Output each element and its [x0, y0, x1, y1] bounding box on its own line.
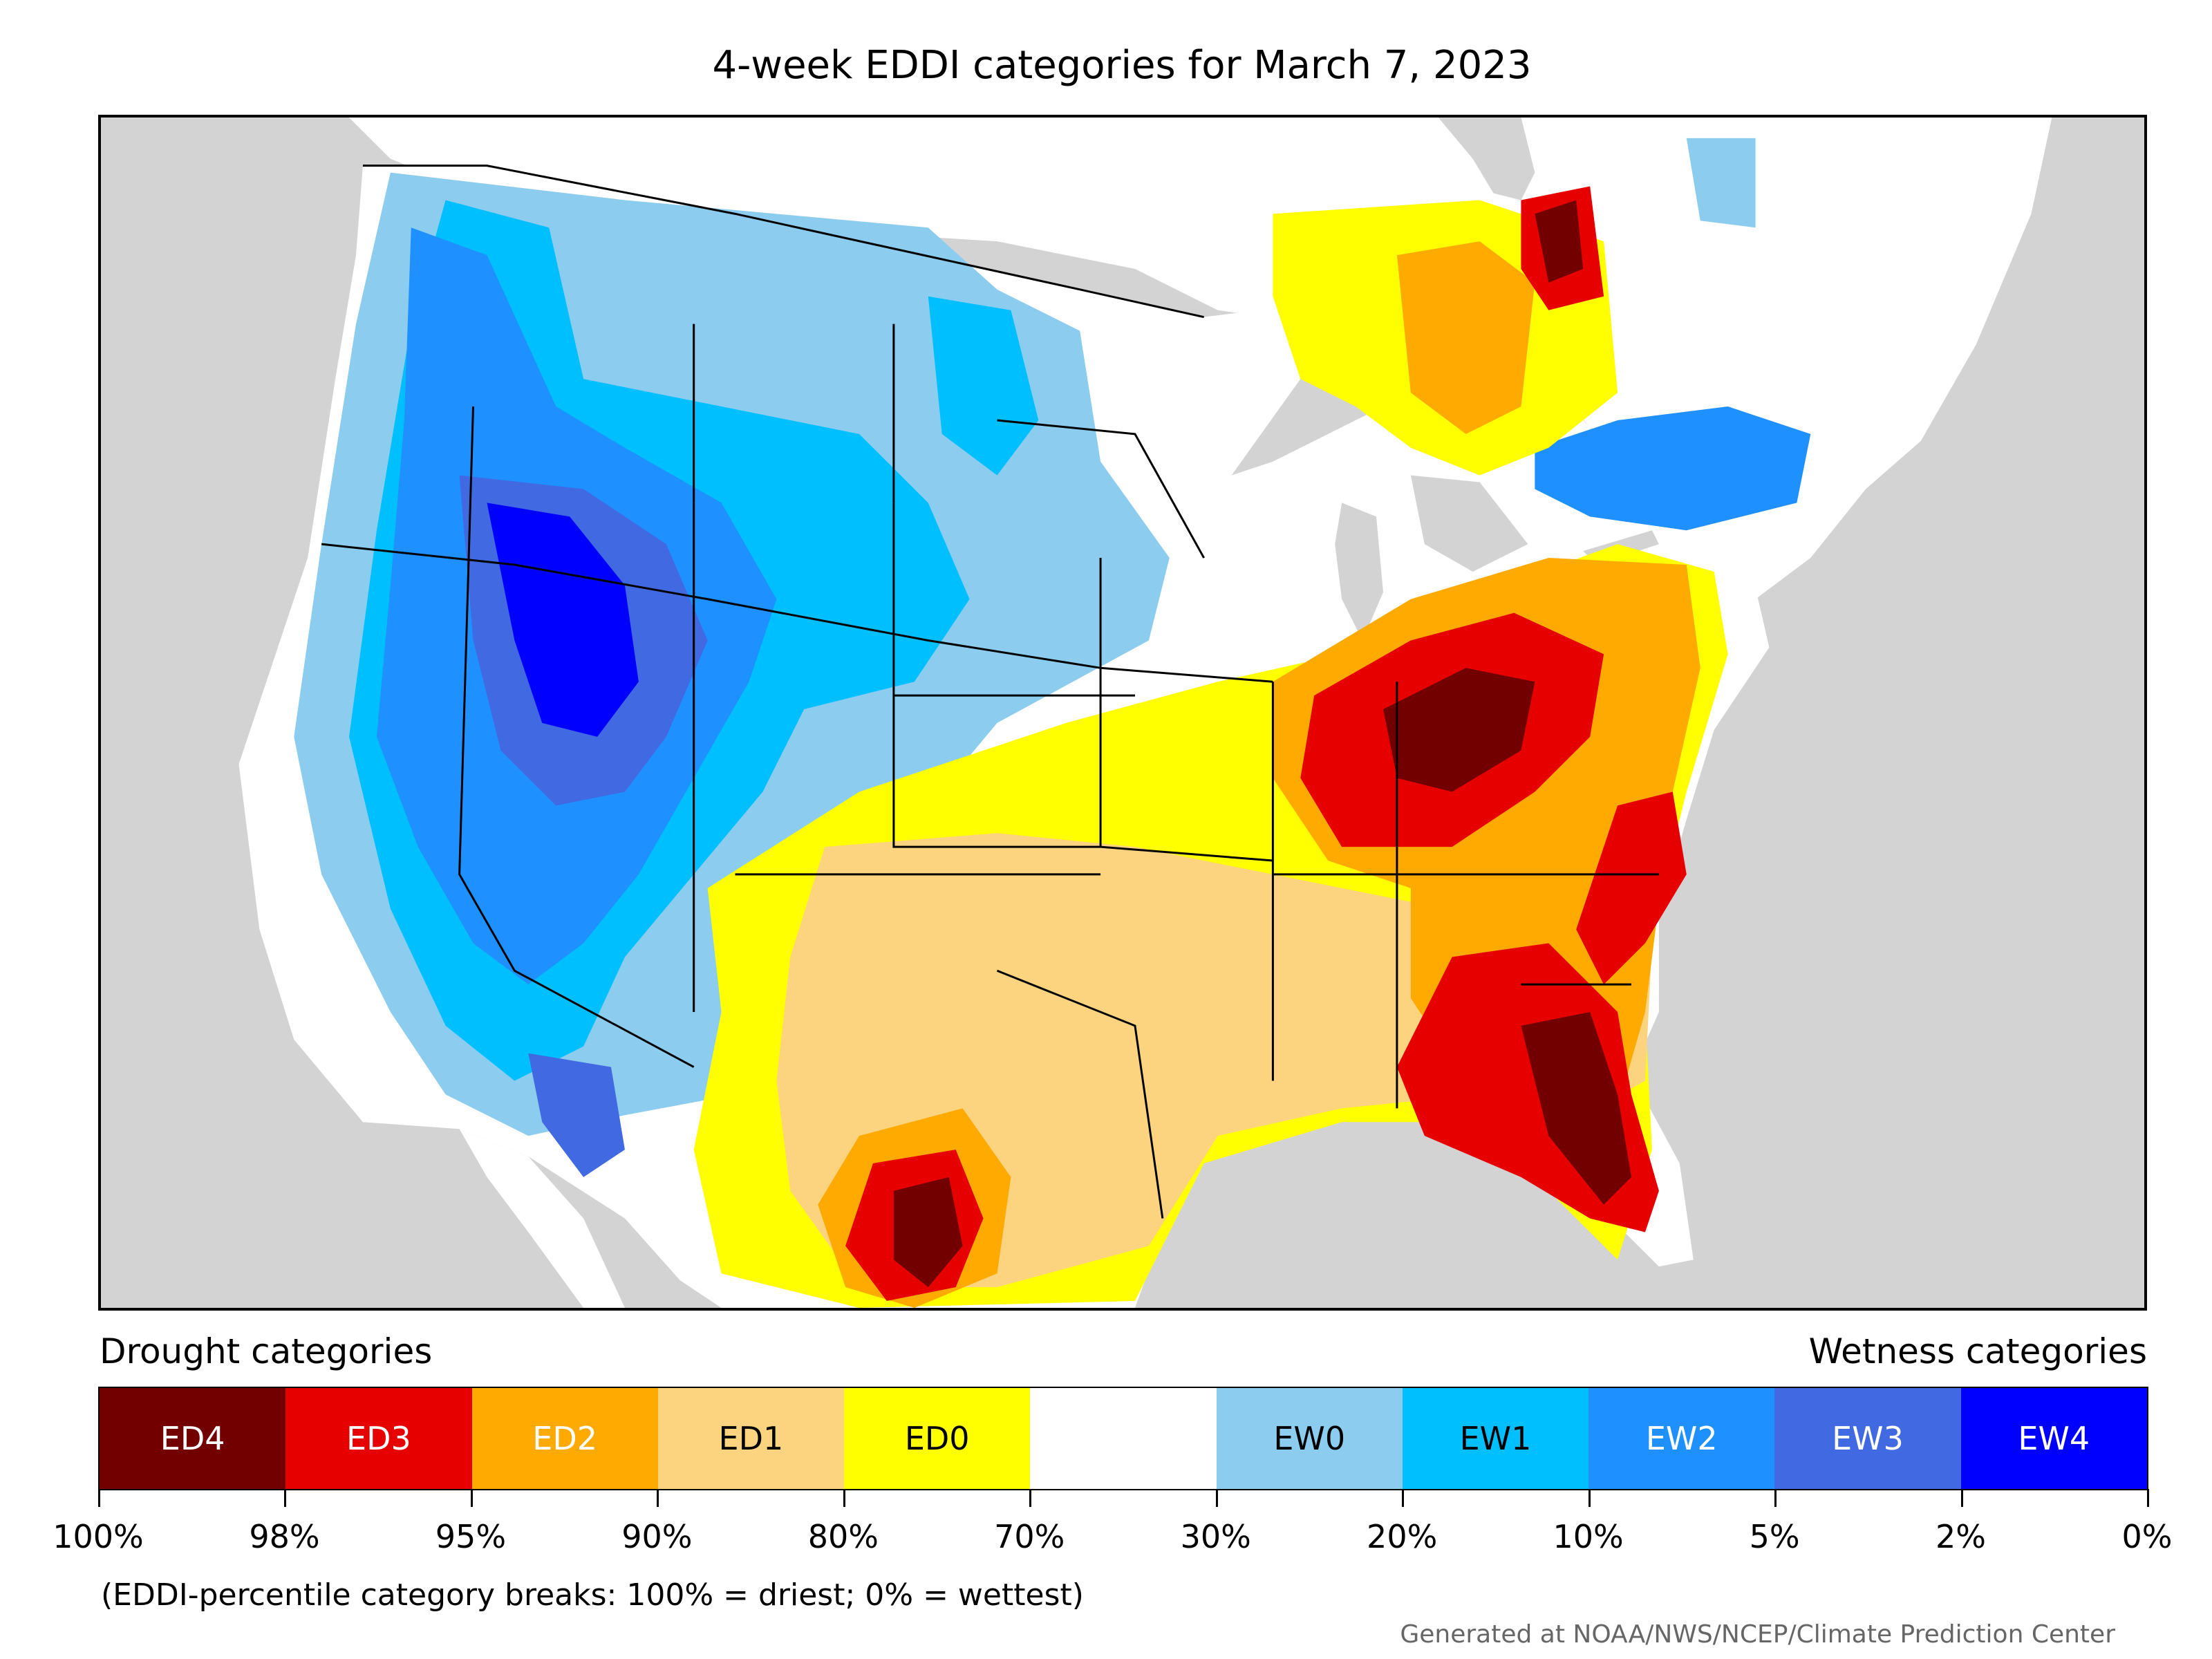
colorbar-cell-ew4: EW4 [1960, 1388, 2147, 1489]
colorbar-tick [1215, 1489, 1218, 1507]
wetness-region-west [294, 138, 1811, 1177]
tick-label-3: 90% [621, 1518, 693, 1555]
tick-label-9: 5% [1749, 1518, 1800, 1555]
colorbar-tick [1029, 1489, 1032, 1507]
tick-label-6: 30% [1180, 1518, 1251, 1555]
tick-label-10: 2% [1936, 1518, 1987, 1555]
wetness-categories-heading: Wetness categories [1808, 1331, 2147, 1371]
lake-huron [1410, 475, 1528, 572]
tick-label-4: 80% [807, 1518, 879, 1555]
colorbar-cell-ew2: EW2 [1588, 1388, 1775, 1489]
hudson-bay-water [1438, 118, 1535, 200]
tick-label-11: 0% [2121, 1518, 2173, 1555]
tick-label-5: 70% [994, 1518, 1065, 1555]
drought-categories-heading: Drought categories [100, 1331, 433, 1371]
colorbar-cell-neutral [1030, 1388, 1217, 1489]
colorbar-cell-ew0: EW0 [1216, 1388, 1403, 1489]
colorbar-tick [1774, 1489, 1777, 1507]
drought-region-east [693, 186, 1728, 1308]
colorbar-cell-ew1: EW1 [1402, 1388, 1589, 1489]
eddi-map [238, 118, 2052, 1308]
tick-label-1: 98% [249, 1518, 320, 1555]
category-colorbar: ED4 ED3 ED2 ED1 ED0 EW0 EW1 EW2 EW3 EW4 [98, 1387, 2148, 1490]
colorbar-cell-ew3: EW3 [1774, 1388, 1961, 1489]
category-breaks-note: (EDDI-percentile category breaks: 100% =… [101, 1577, 1084, 1613]
colorbar-cell-ed3: ED3 [285, 1388, 472, 1489]
map-title: 4-week EDDI categories for March 7, 2023 [712, 43, 1532, 88]
state-borders [321, 165, 1659, 1219]
canada-land [349, 118, 2052, 599]
colorbar-cell-ed4: ED4 [100, 1388, 286, 1489]
colorbar-cell-ed0: ED0 [844, 1388, 1031, 1489]
baja-land [459, 1129, 625, 1308]
colorbar-tick [843, 1489, 845, 1507]
lake-michigan [1335, 503, 1383, 641]
colorbar-tick [1960, 1489, 1963, 1507]
colorbar-tick [98, 1489, 100, 1507]
tick-label-2: 95% [435, 1518, 507, 1555]
colorbar-tick [284, 1489, 287, 1507]
colorbar-tick [1402, 1489, 1405, 1507]
colorbar-cell-ed2: ED2 [471, 1388, 658, 1489]
colorbar-tick [657, 1489, 659, 1507]
credit-line: Generated at NOAA/NWS/NCEP/Climate Predi… [1400, 1620, 2115, 1649]
tick-label-0: 100% [53, 1518, 144, 1555]
tick-label-7: 20% [1367, 1518, 1438, 1555]
colorbar-cell-ed1: ED1 [657, 1388, 845, 1489]
colorbar-ticks [98, 1489, 2149, 1507]
map-panel [98, 115, 2147, 1311]
colorbar-tick [2147, 1489, 2149, 1507]
tick-label-8: 10% [1553, 1518, 1624, 1555]
colorbar-tick [470, 1489, 473, 1507]
colorbar-tick [1588, 1489, 1591, 1507]
